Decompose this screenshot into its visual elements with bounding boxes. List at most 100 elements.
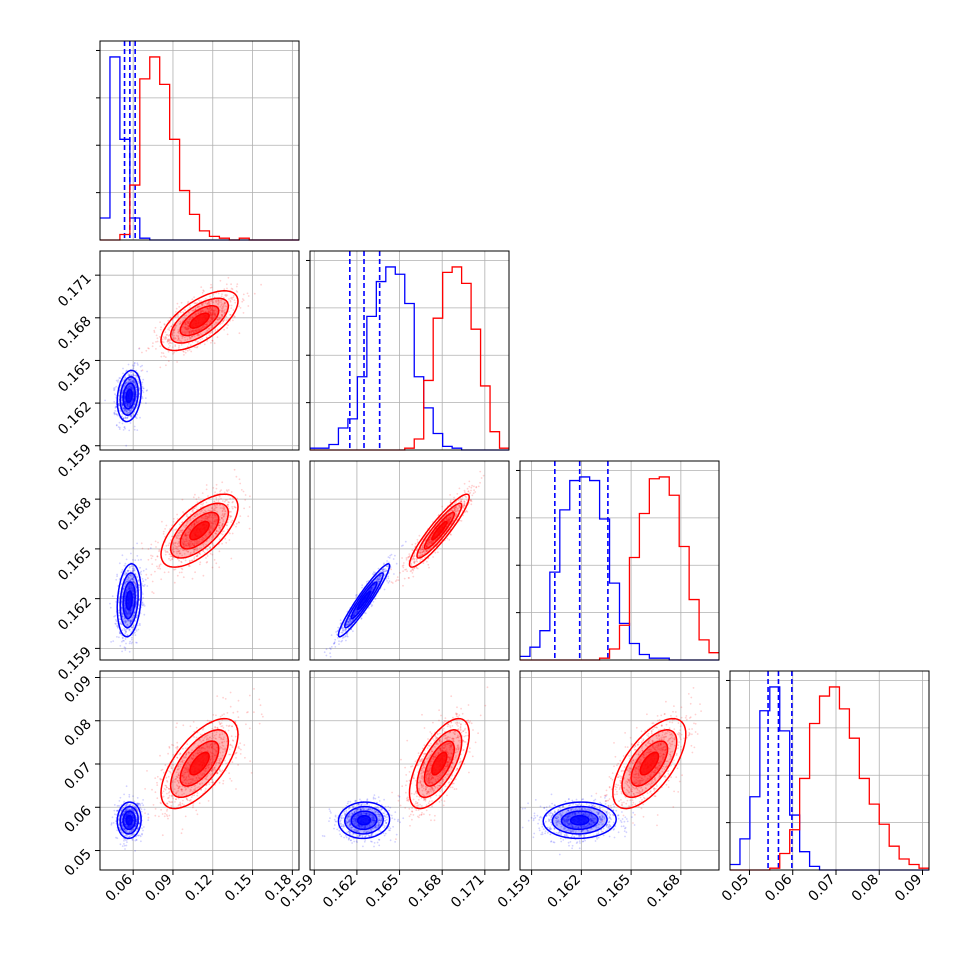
- scatter-point: [126, 416, 129, 419]
- scatter-point: [239, 515, 242, 517]
- scatter-point: [221, 310, 223, 313]
- scatter-point: [189, 328, 192, 331]
- scatter-point: [133, 381, 136, 384]
- scatter-point: [123, 583, 126, 585]
- contour-level: [189, 312, 210, 329]
- scatter-point: [141, 364, 144, 367]
- scatter-point: [151, 591, 154, 593]
- scatter-point: [166, 340, 169, 343]
- scatter-point: [178, 571, 181, 574]
- scatter-point: [223, 302, 226, 304]
- scatter-point: [135, 395, 138, 398]
- scatter-point: [134, 383, 137, 386]
- scatter-point: [129, 609, 132, 612]
- scatter-point: [215, 487, 218, 490]
- scatter-point: [129, 410, 131, 413]
- scatter-point: [125, 608, 127, 611]
- scatter-point: [168, 339, 171, 341]
- scatter-point: [129, 404, 132, 406]
- scatter-point: [131, 564, 134, 567]
- scatter-point: [128, 585, 131, 587]
- scatter-point: [211, 309, 214, 312]
- scatter-point: [162, 336, 165, 338]
- scatter-point: [352, 630, 354, 633]
- scatter-point: [129, 640, 132, 643]
- scatter-point: [159, 321, 162, 324]
- scatter-point: [120, 601, 123, 603]
- scatter-point: [112, 640, 115, 642]
- scatter-point: [164, 528, 167, 530]
- scatter-point: [224, 537, 227, 540]
- scatter-point: [121, 422, 124, 425]
- scatter-point: [127, 386, 130, 388]
- scatter-point: [129, 371, 132, 374]
- scatter-point: [116, 636, 118, 638]
- scatter-point: [152, 592, 155, 594]
- scatter-point: [125, 612, 128, 614]
- scatter-point: [222, 319, 225, 322]
- scatter-point: [129, 585, 131, 588]
- scatter-point: [159, 366, 162, 369]
- scatter-point: [209, 312, 212, 314]
- scatter-point: [202, 310, 205, 313]
- scatter-point: [188, 331, 191, 334]
- scatter-point: [229, 313, 232, 316]
- scatter-point: [212, 293, 215, 296]
- scatter-point: [173, 581, 176, 584]
- scatter-point: [188, 330, 191, 333]
- scatter-point: [138, 392, 141, 395]
- scatter-point: [386, 580, 388, 582]
- scatter-point: [122, 380, 124, 382]
- scatter-point: [132, 387, 135, 389]
- scatter-point: [123, 396, 126, 399]
- scatter-point: [214, 313, 217, 316]
- scatter-point: [182, 511, 184, 513]
- scatter-point: [135, 369, 138, 372]
- scatter-point: [209, 313, 212, 316]
- scatter-point: [117, 403, 120, 406]
- scatter-point: [121, 597, 123, 600]
- scatter-point: [200, 286, 203, 288]
- scatter-point: [211, 301, 214, 303]
- scatter-point: [235, 522, 238, 525]
- scatter-point: [132, 593, 135, 596]
- scatter-point: [176, 518, 179, 520]
- scatter-point: [183, 314, 186, 317]
- scatter-point: [133, 612, 136, 615]
- scatter-point: [141, 578, 144, 580]
- scatter-point: [124, 382, 127, 385]
- scatter-point: [114, 410, 117, 412]
- scatter-point: [169, 339, 171, 342]
- scatter-point: [386, 560, 388, 562]
- scatter-point: [197, 329, 200, 331]
- scatter-point: [246, 292, 249, 295]
- scatter-point: [334, 646, 337, 648]
- scatter-point: [130, 379, 133, 382]
- scatter-point: [164, 336, 167, 338]
- scatter-point: [124, 403, 127, 406]
- scatter-point: [219, 490, 222, 493]
- scatter-point: [180, 334, 183, 337]
- scatter-point: [194, 571, 197, 574]
- scatter-point: [221, 322, 223, 324]
- scatter-point: [220, 309, 223, 312]
- scatter-point: [117, 626, 119, 628]
- scatter-point: [217, 303, 220, 306]
- scatter-point: [199, 329, 202, 331]
- scatter-point: [222, 310, 225, 313]
- scatter-point: [142, 391, 145, 394]
- scatter-point: [146, 370, 149, 373]
- scatter-point: [133, 381, 136, 384]
- scatter-point: [125, 611, 128, 614]
- scatter-point: [390, 581, 393, 583]
- scatter-point: [115, 625, 118, 627]
- scatter-point: [125, 590, 128, 593]
- scatter-point: [211, 553, 214, 556]
- scatter-point: [217, 298, 220, 301]
- scatter-point: [127, 405, 130, 408]
- scatter-point: [426, 560, 428, 563]
- histogram-panel-0: [99, 40, 300, 241]
- scatter-point: [132, 588, 135, 591]
- scatter-point: [177, 337, 180, 340]
- scatter-point: [167, 328, 170, 331]
